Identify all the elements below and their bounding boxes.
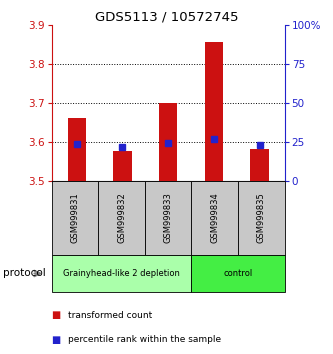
Text: ■: ■ [52,310,61,320]
Bar [205,42,223,181]
Text: GSM999832: GSM999832 [117,192,126,243]
Text: GDS5113 / 10572745: GDS5113 / 10572745 [95,11,238,24]
Text: GSM999835: GSM999835 [257,192,266,243]
Bar [68,118,86,181]
Text: GSM999833: GSM999833 [164,192,173,243]
Text: percentile rank within the sample: percentile rank within the sample [68,335,221,344]
Text: Grainyhead-like 2 depletion: Grainyhead-like 2 depletion [63,269,180,278]
Text: transformed count: transformed count [68,310,153,320]
Bar [250,149,269,181]
Bar [113,151,132,181]
Bar [159,103,177,181]
Text: control: control [223,269,253,278]
Text: protocol: protocol [3,268,46,279]
Text: ■: ■ [52,335,61,345]
Text: GSM999831: GSM999831 [70,192,80,243]
Text: GSM999834: GSM999834 [210,192,219,243]
